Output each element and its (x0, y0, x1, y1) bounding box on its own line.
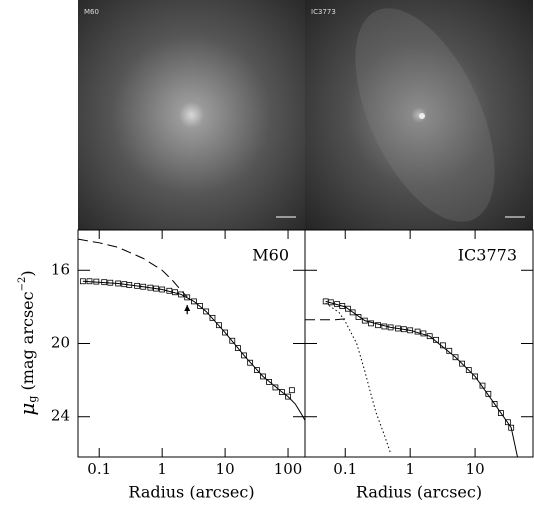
data-point (253, 367, 260, 373)
x-axis-label: Radius (arcsec) (128, 483, 254, 502)
data-point (285, 393, 291, 400)
image-label: IC3773 (311, 8, 336, 16)
data-point (498, 410, 504, 416)
data-point (209, 314, 216, 321)
data-point (191, 298, 197, 305)
data-point (266, 379, 272, 385)
y-label-subscript: g (26, 396, 39, 403)
data-point (355, 314, 362, 320)
x-tick-label: 1 (405, 460, 415, 478)
data-point (349, 309, 356, 316)
data-point (235, 345, 241, 351)
x-tick-label: 10 (216, 460, 235, 478)
data-point (426, 333, 433, 340)
data-point (446, 347, 453, 354)
profile-line (305, 318, 346, 321)
x-tick-label: 0.1 (87, 460, 111, 478)
data-point (459, 360, 465, 367)
data-point (345, 305, 351, 312)
y-label-exponent: −2 (17, 277, 28, 292)
profile-line (78, 238, 188, 298)
y-label-unit: (mag arcsec (18, 291, 37, 390)
panel-title: IC3773 (458, 246, 517, 265)
image-ic3773 (305, 0, 533, 230)
data-point (288, 387, 295, 394)
data-point (491, 401, 498, 407)
y-tick-label: 24 (51, 407, 70, 425)
data-point (472, 373, 478, 380)
image-label: M60 (84, 8, 99, 16)
data-point (361, 317, 368, 324)
data-point (452, 354, 459, 361)
data-point (184, 294, 191, 301)
y-axis-label: μg (mag arcsec−2) (15, 270, 40, 415)
profile-line (82, 280, 305, 421)
data-point (508, 424, 515, 431)
data-point (203, 308, 210, 315)
data-point (339, 303, 346, 309)
x-tick-label: 100 (274, 460, 303, 478)
data-point (485, 390, 492, 397)
data-point (178, 291, 185, 298)
data-point (247, 359, 254, 366)
image-m60 (78, 0, 305, 230)
data-point (222, 329, 229, 336)
panel-title: M60 (252, 246, 289, 265)
y-label-symbol: μ (15, 403, 39, 416)
data-point (197, 303, 203, 309)
data-point (241, 352, 247, 359)
profile-line (325, 302, 392, 454)
data-point (479, 382, 486, 389)
data-point (216, 322, 222, 329)
galaxy-glow (355, 8, 495, 222)
data-point (504, 419, 511, 426)
y-label-close: ) (18, 270, 37, 276)
arrow-head (184, 305, 191, 312)
y-tick-label: 16 (51, 260, 70, 278)
x-tick-label: 10 (466, 460, 485, 478)
x-tick-label: 1 (157, 460, 167, 478)
profile-line (325, 300, 518, 457)
x-axis-label: Radius (arcsec) (356, 483, 482, 502)
data-point (229, 337, 236, 344)
y-tick-label: 20 (51, 334, 70, 352)
x-tick-label: 0.1 (333, 460, 357, 478)
nucleus (419, 113, 425, 119)
data-point (465, 367, 472, 373)
data-point (260, 373, 266, 380)
data-point (272, 384, 279, 391)
data-point (279, 389, 285, 395)
